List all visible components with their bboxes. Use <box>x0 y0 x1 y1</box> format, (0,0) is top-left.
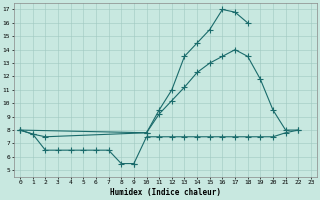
X-axis label: Humidex (Indice chaleur): Humidex (Indice chaleur) <box>110 188 221 197</box>
